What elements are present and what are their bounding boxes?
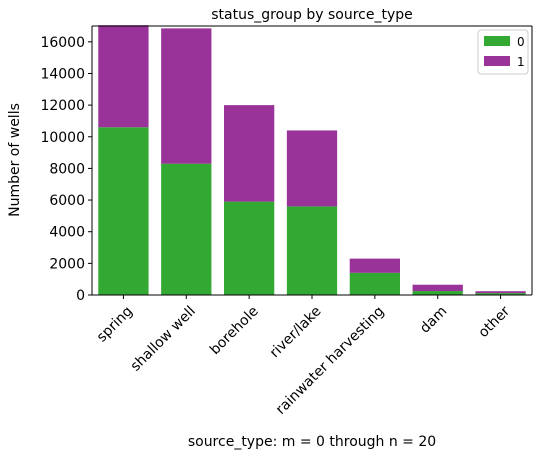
y-tick-label: 8000 (49, 161, 85, 177)
chart-title: status_group by source_type (211, 7, 413, 23)
y-tick-label: 6000 (49, 193, 85, 209)
bar-series-1-3 (286, 130, 338, 207)
bar-series-1-0 (98, 25, 149, 128)
bar-series-1-2 (224, 105, 275, 202)
bars-group (98, 25, 526, 295)
x-tick-label: shallow well (128, 303, 199, 374)
bar-series-0-3 (286, 206, 338, 295)
x-tick-label: river/lake (267, 303, 325, 361)
y-tick-label: 4000 (49, 225, 85, 241)
legend-swatch-1 (484, 56, 510, 66)
bar-series-1-5 (412, 284, 463, 292)
y-tick-label: 16000 (40, 35, 85, 51)
legend-label-0: 0 (517, 35, 525, 49)
legend-label-1: 1 (517, 55, 525, 69)
y-tick-label: 10000 (40, 130, 85, 146)
bar-series-1-1 (161, 28, 212, 164)
bar-series-0-0 (98, 127, 149, 295)
bar-series-0-1 (161, 163, 212, 295)
y-axis-title: Number of wells (7, 103, 23, 217)
y-tick-label: 2000 (49, 256, 85, 272)
x-tick-label: dam (417, 303, 450, 336)
y-tick-label: 12000 (40, 98, 85, 114)
x-tick-label: other (475, 303, 513, 341)
x-tick-label: borehole (207, 303, 262, 358)
bar-series-0-4 (349, 272, 400, 295)
x-tick-label: spring (94, 303, 136, 345)
y-tick-label: 0 (76, 288, 85, 304)
x-tick-label: rainwater harvesting (273, 303, 388, 418)
bar-series-1-6 (475, 291, 526, 294)
bar-series-0-5 (412, 291, 463, 295)
y-tick-label: 14000 (40, 66, 85, 82)
bar-series-0-2 (224, 201, 275, 295)
bar-series-0-6 (475, 293, 526, 295)
x-axis-title: source_type: m = 0 through n = 20 (188, 434, 436, 450)
legend: 01 (477, 29, 529, 75)
legend-swatch-0 (484, 36, 510, 46)
bar-series-1-4 (349, 258, 400, 273)
